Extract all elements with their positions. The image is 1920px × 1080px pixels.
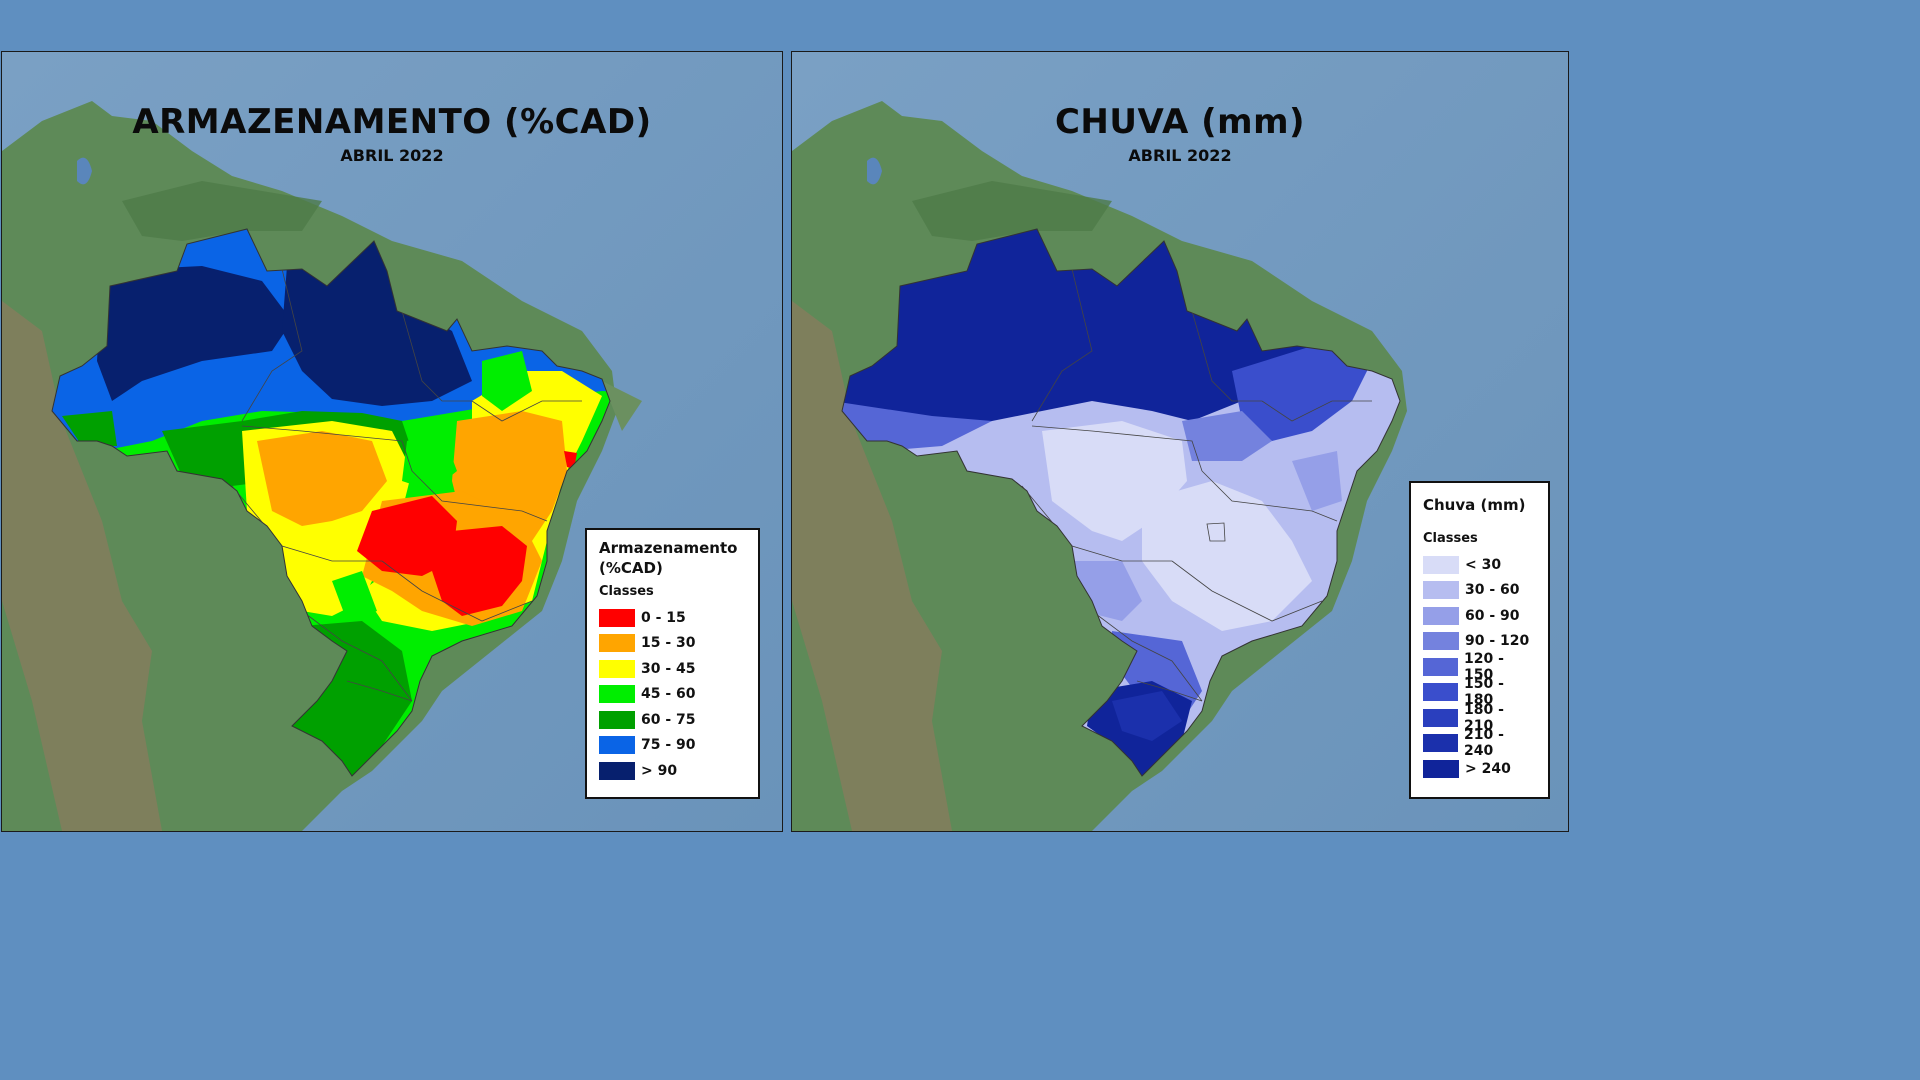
legend-swatch (599, 659, 635, 678)
legend-item: 75 - 90 (599, 733, 746, 759)
rain-map-panel: CHUVA (mm) ABRIL 2022 Chuva (mm) Classes… (791, 51, 1569, 832)
state-borders (231, 268, 582, 702)
state-borders (1021, 268, 1372, 702)
legend-swatch (599, 634, 635, 653)
andes-relief (2, 301, 162, 831)
legend-label: 60 - 90 (1465, 607, 1520, 624)
legend-item: > 240 (1423, 756, 1536, 782)
legend-items: 0 - 15 15 - 30 30 - 45 45 - 60 60 - 75 75 - 9… (599, 605, 746, 784)
map-title: ARMAZENAMENTO (%CAD) (132, 102, 652, 142)
legend-item: 15 - 30 (599, 631, 746, 657)
legend-title: Chuva (mm) (1423, 496, 1526, 514)
legend-label: 45 - 60 (641, 686, 696, 703)
storage-map-panel: ARMAZENAMENTO (%CAD) ABRIL 2022 Armazena… (1, 51, 783, 832)
legend-items: < 30 30 - 60 60 - 90 90 - 120 120 - 150 150 -… (1423, 552, 1536, 782)
legend-label: 0 - 15 (641, 609, 686, 626)
legend-swatch (599, 608, 635, 627)
legend-swatch (1423, 759, 1459, 778)
legend-label: 60 - 75 (641, 711, 696, 728)
legend-title: Armazenamento (599, 539, 738, 557)
legend-item: 150 - 180 (1423, 676, 1536, 708)
map-subtitle: ABRIL 2022 (1128, 146, 1232, 165)
legend-item: 30 - 45 (599, 656, 746, 682)
legend-label: 120 - 150 (1464, 650, 1504, 683)
legend-item: 30 - 60 (1423, 578, 1536, 604)
legend-label: < 30 (1465, 556, 1502, 573)
andes-relief (792, 301, 952, 831)
legend-swatch (599, 685, 635, 704)
legend-swatch (1423, 657, 1459, 676)
legend-swatch (599, 710, 635, 729)
legend-label: 90 - 120 (1465, 633, 1530, 650)
legend-classes-label: Classes (1423, 531, 1478, 546)
legend-item: 180 - 210 (1423, 701, 1536, 734)
guiana-highlands (122, 181, 322, 241)
legend-swatch (1423, 555, 1459, 574)
legend-classes-label: Classes (599, 584, 654, 599)
legend-swatch (599, 736, 635, 755)
legend-item: 60 - 75 (599, 707, 746, 733)
legend-item: 0 - 15 (599, 605, 746, 631)
legend-item: > 90 (599, 758, 746, 784)
map-title: CHUVA (mm) (1054, 102, 1306, 142)
legend-item: 60 - 90 (1423, 603, 1536, 629)
legend-item: < 30 (1423, 552, 1536, 578)
storage-legend: Armazenamento (%CAD) Classes 0 - 15 15 - … (585, 528, 760, 799)
legend-swatch (1423, 581, 1459, 600)
legend-swatch (1423, 708, 1459, 727)
legend-item: 90 - 120 (1423, 629, 1536, 655)
land-east (602, 381, 642, 431)
map-subtitle: ABRIL 2022 (340, 146, 444, 165)
rain-legend: Chuva (mm) Classes < 30 30 - 60 60 - 90 90 … (1409, 481, 1550, 799)
guiana-highlands (912, 181, 1112, 241)
legend-swatch (1423, 632, 1459, 651)
legend-swatch (1423, 734, 1459, 753)
legend-label: 30 - 60 (1465, 582, 1520, 599)
legend-item: 45 - 60 (599, 682, 746, 708)
legend-label: 210 - 240 (1464, 727, 1504, 760)
legend-label: 15 - 30 (641, 635, 696, 652)
legend-swatch (599, 761, 635, 780)
lake (77, 157, 92, 185)
rain-map (792, 52, 1568, 831)
legend-item: 120 - 150 (1423, 650, 1536, 683)
legend-title-unit: (%CAD) (599, 559, 663, 577)
legend-label: 30 - 45 (641, 660, 696, 677)
lake (867, 157, 882, 185)
legend-label: > 90 (641, 762, 678, 779)
legend-swatch (1423, 606, 1459, 625)
storage-map (2, 52, 782, 831)
legend-label: 180 - 210 (1464, 701, 1504, 734)
legend-label: > 240 (1465, 760, 1511, 777)
legend-swatch (1423, 683, 1459, 702)
legend-item: 210 - 240 (1423, 727, 1536, 759)
legend-label: 75 - 90 (641, 737, 696, 754)
legend-label: 150 - 180 (1464, 676, 1504, 709)
